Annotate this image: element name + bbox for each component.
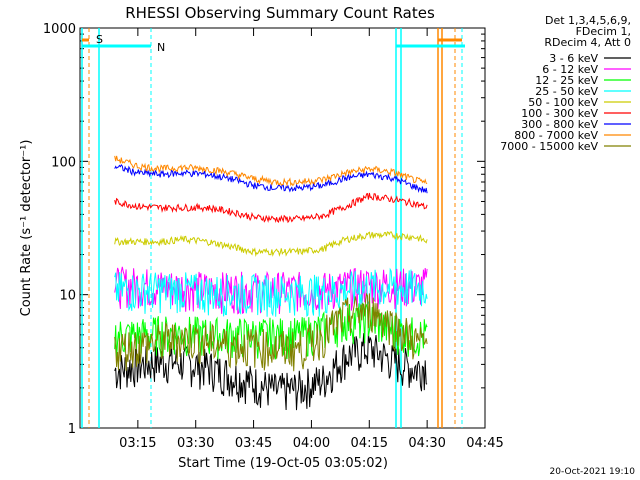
x-tick-label-4: 04:15	[351, 436, 388, 451]
legend-header-1: FDecim 1,	[576, 25, 631, 38]
series-line-5	[114, 192, 428, 224]
x-tick-label-1: 03:30	[177, 436, 214, 451]
legend-header-2: RDecim 4, Att 0	[544, 36, 631, 49]
x-tick-label-0: 03:15	[119, 436, 156, 451]
legend-label-6: 300 - 800 keV	[521, 118, 598, 131]
x-axis-ticks: 03:15 03:30 03:45 04:00 04:15 04:30 04:45	[119, 28, 504, 451]
footer-timestamp: 20-Oct-2021 19:10	[550, 467, 636, 477]
saa-marker-label: S	[96, 33, 103, 46]
legend-label-5: 100 - 300 keV	[521, 107, 598, 120]
legend-label-0: 3 - 6 keV	[549, 52, 598, 65]
y-tick-label-0: 1	[68, 422, 76, 437]
series-line-3	[114, 267, 428, 317]
x-tick-label-2: 03:45	[235, 436, 272, 451]
series-line-4	[114, 231, 428, 257]
legend-label-3: 25 - 50 keV	[535, 85, 598, 98]
series-line-8	[114, 292, 428, 372]
legend-label-4: 50 - 100 keV	[528, 96, 598, 109]
series-line-0	[114, 333, 428, 411]
chart-title: RHESSI Observing Summary Count Rates	[125, 4, 435, 22]
night-marker-label: N	[157, 41, 165, 54]
legend-label-2: 12 - 25 keV	[535, 74, 598, 87]
y-axis-ticks: 1 10 100 1000	[43, 22, 485, 437]
y-tick-label-1: 10	[59, 289, 76, 304]
y-tick-label-3: 1000	[43, 22, 76, 37]
x-axis-label: Start Time (19-Oct-05 03:05:02)	[178, 456, 388, 471]
y-tick-label-2: 100	[51, 155, 76, 170]
legend-label-7: 800 - 7000 keV	[514, 129, 598, 142]
observing-bands: SN	[81, 28, 465, 428]
x-tick-label-3: 04:00	[293, 436, 330, 451]
legend-label-8: 7000 - 15000 keV	[500, 140, 598, 153]
x-tick-label-5: 04:30	[408, 436, 445, 451]
legend-header-0: Det 1,3,4,5,6,9,	[545, 14, 631, 27]
y-axis-label: Count Rate (s⁻¹ detector⁻¹)	[19, 140, 34, 317]
legend: Det 1,3,4,5,6,9,FDecim 1,RDecim 4, Att 0…	[500, 14, 631, 153]
plot-frame	[79, 27, 486, 429]
series-line-7	[114, 155, 428, 187]
legend-label-1: 6 - 12 keV	[542, 63, 598, 76]
series-group	[114, 155, 428, 411]
x-tick-label-6: 04:45	[466, 436, 503, 451]
series-line-6	[114, 164, 428, 194]
